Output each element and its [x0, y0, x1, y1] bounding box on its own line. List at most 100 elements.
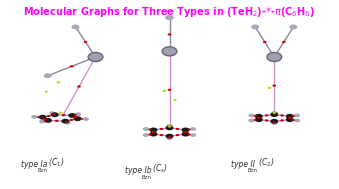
Circle shape — [166, 124, 173, 128]
Circle shape — [273, 112, 276, 114]
Circle shape — [181, 132, 190, 136]
Circle shape — [282, 41, 286, 43]
Circle shape — [69, 119, 73, 121]
Circle shape — [74, 116, 82, 121]
Circle shape — [83, 117, 89, 121]
Circle shape — [271, 121, 277, 125]
Circle shape — [270, 112, 278, 117]
Circle shape — [65, 121, 71, 125]
Circle shape — [166, 136, 173, 140]
Circle shape — [168, 125, 171, 128]
Circle shape — [294, 119, 300, 122]
Circle shape — [74, 114, 77, 116]
Circle shape — [75, 112, 81, 116]
Circle shape — [271, 111, 277, 115]
Circle shape — [148, 134, 151, 136]
Text: type Ia: type Ia — [21, 160, 47, 169]
Circle shape — [152, 131, 155, 133]
Circle shape — [149, 128, 158, 132]
Circle shape — [44, 118, 52, 123]
Circle shape — [45, 91, 48, 93]
Circle shape — [149, 132, 158, 136]
Circle shape — [255, 114, 263, 119]
Circle shape — [254, 115, 257, 117]
Circle shape — [273, 84, 276, 87]
Circle shape — [248, 114, 255, 117]
Circle shape — [59, 112, 63, 114]
Circle shape — [267, 53, 282, 61]
Circle shape — [168, 136, 171, 138]
Circle shape — [270, 119, 278, 124]
Circle shape — [248, 119, 255, 122]
Text: type II: type II — [231, 160, 255, 169]
Circle shape — [165, 15, 174, 20]
Circle shape — [168, 126, 171, 128]
Circle shape — [273, 121, 276, 123]
Circle shape — [73, 116, 77, 118]
Circle shape — [39, 120, 45, 123]
Circle shape — [280, 114, 284, 117]
Circle shape — [43, 118, 47, 120]
Circle shape — [184, 131, 187, 133]
Circle shape — [77, 85, 81, 88]
Circle shape — [265, 119, 268, 122]
Circle shape — [70, 65, 74, 67]
Circle shape — [251, 25, 259, 29]
Circle shape — [188, 129, 191, 130]
Circle shape — [176, 134, 179, 136]
Circle shape — [162, 90, 166, 92]
Circle shape — [39, 115, 47, 120]
Text: Bzn: Bzn — [142, 175, 152, 180]
Text: ($C_s$): ($C_s$) — [151, 163, 168, 175]
Circle shape — [55, 120, 59, 122]
Circle shape — [254, 119, 257, 121]
Circle shape — [255, 117, 263, 122]
Circle shape — [292, 119, 295, 121]
Circle shape — [176, 128, 179, 130]
Circle shape — [286, 117, 294, 122]
Circle shape — [62, 114, 65, 116]
Circle shape — [263, 41, 266, 43]
Circle shape — [47, 115, 51, 117]
Circle shape — [57, 81, 60, 83]
Circle shape — [84, 41, 87, 43]
Circle shape — [165, 125, 174, 130]
Circle shape — [61, 119, 69, 124]
Circle shape — [80, 118, 83, 120]
Text: type Ib: type Ib — [125, 166, 152, 175]
Circle shape — [190, 127, 196, 131]
Circle shape — [292, 115, 295, 117]
Circle shape — [88, 53, 103, 61]
Circle shape — [51, 112, 59, 117]
Text: Bzn: Bzn — [247, 168, 257, 173]
Circle shape — [165, 134, 174, 139]
Text: ($C_1$): ($C_1$) — [46, 156, 65, 169]
Circle shape — [273, 113, 276, 115]
Circle shape — [190, 133, 196, 137]
Circle shape — [31, 115, 37, 119]
Circle shape — [72, 25, 80, 29]
Circle shape — [44, 73, 52, 78]
Circle shape — [148, 129, 151, 130]
Circle shape — [188, 134, 191, 136]
Circle shape — [143, 133, 149, 137]
Text: Bzn: Bzn — [38, 168, 47, 173]
Circle shape — [65, 121, 68, 123]
Circle shape — [160, 128, 163, 130]
Circle shape — [160, 134, 163, 136]
Circle shape — [68, 113, 76, 118]
Circle shape — [52, 113, 55, 115]
Circle shape — [268, 87, 272, 89]
Circle shape — [174, 99, 177, 101]
Circle shape — [143, 127, 149, 131]
Text: ($C_2$): ($C_2$) — [256, 156, 274, 169]
Circle shape — [37, 116, 40, 118]
Circle shape — [294, 114, 300, 117]
Circle shape — [265, 114, 268, 117]
Circle shape — [286, 114, 294, 119]
Circle shape — [288, 117, 292, 119]
Circle shape — [280, 119, 284, 122]
Circle shape — [168, 33, 171, 36]
Circle shape — [290, 25, 297, 29]
Text: Molecular Graphs for Three Types in (TeH$_2$)-$*$-$\pi$(C$_6$H$_6$): Molecular Graphs for Three Types in (TeH… — [23, 5, 316, 19]
